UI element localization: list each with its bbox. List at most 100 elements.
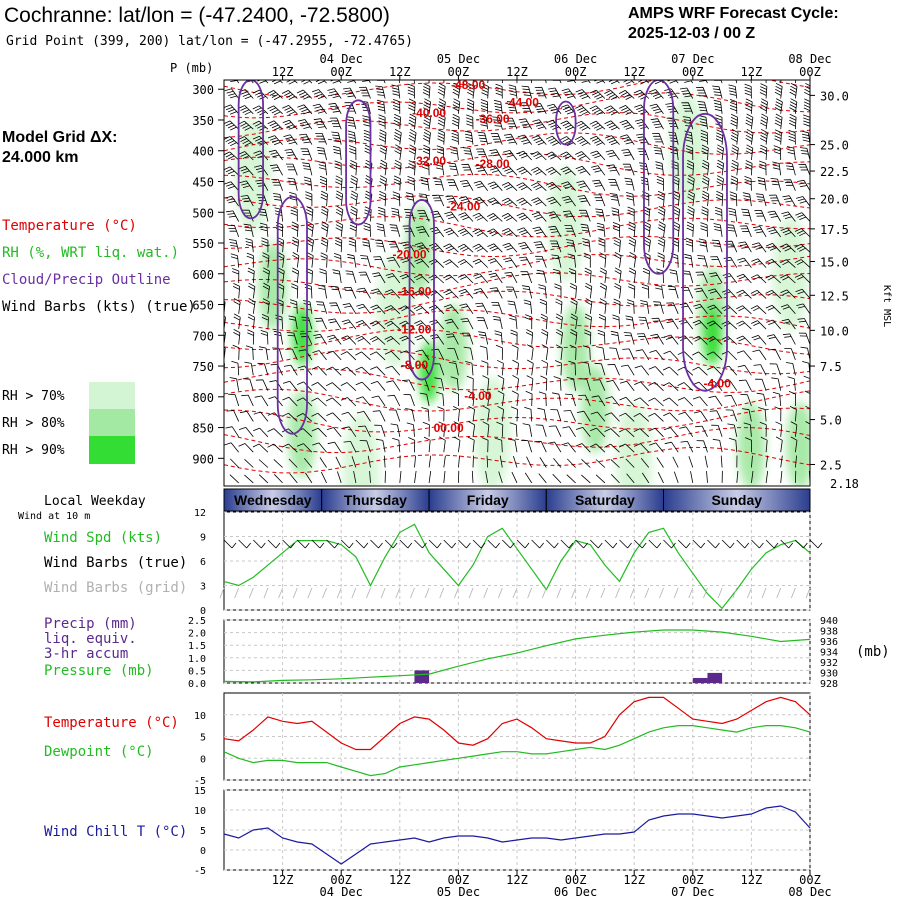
wind-barb bbox=[685, 145, 694, 161]
wind-barb bbox=[320, 205, 329, 222]
wind-barb bbox=[599, 267, 607, 284]
wind-barb bbox=[377, 206, 386, 222]
wind-barb bbox=[487, 197, 503, 207]
wind-barb bbox=[737, 257, 752, 268]
wind-barb bbox=[378, 190, 387, 207]
wind-barb bbox=[741, 208, 752, 222]
wind-barb bbox=[335, 221, 343, 237]
wind-barb bbox=[384, 350, 401, 361]
wind-barb bbox=[509, 422, 518, 437]
wind-barb bbox=[672, 456, 679, 468]
grid-wind-barb bbox=[366, 587, 371, 599]
wind-barb bbox=[414, 242, 430, 253]
cloud-outline bbox=[237, 80, 264, 220]
wind-barb bbox=[716, 175, 724, 191]
wind-barb bbox=[745, 144, 754, 161]
wind-barb bbox=[320, 252, 328, 268]
wind-barb bbox=[767, 334, 782, 345]
wind-barb bbox=[461, 163, 474, 176]
wind-barb bbox=[243, 223, 254, 237]
wind-barb bbox=[751, 258, 767, 268]
wind-barb bbox=[416, 226, 430, 238]
wind-barb bbox=[633, 89, 650, 100]
wind-barb bbox=[516, 166, 532, 176]
wind-barb bbox=[452, 113, 460, 130]
wind-barb bbox=[701, 159, 710, 176]
wind-barb bbox=[692, 366, 708, 376]
wind-barb bbox=[626, 473, 635, 484]
wind-barb bbox=[364, 206, 372, 222]
altitude-tick-label: 5.0 bbox=[820, 414, 842, 428]
grid-wind-barb bbox=[556, 587, 562, 599]
temperature-contour-label: 00.00 bbox=[434, 421, 464, 435]
wind-barb bbox=[549, 240, 562, 253]
wind-barb bbox=[241, 394, 254, 407]
cloud-outline bbox=[345, 99, 372, 226]
wind-barb bbox=[781, 318, 796, 330]
wind-barb bbox=[461, 332, 474, 345]
wind-barb bbox=[343, 87, 357, 99]
wind-speed-panel-tick-label: 9 bbox=[200, 533, 206, 544]
temperature-contour bbox=[224, 272, 810, 296]
cloud-outline bbox=[276, 195, 308, 435]
wind-barb bbox=[672, 205, 681, 222]
cycle-value: 2025-12-03 / 00 Z bbox=[628, 25, 755, 42]
wind-barb bbox=[407, 83, 415, 99]
wind-barb bbox=[728, 84, 738, 99]
wind-barb bbox=[460, 180, 474, 191]
wind-barb bbox=[400, 257, 415, 268]
wind-barb bbox=[541, 328, 549, 345]
wind-barb bbox=[414, 455, 416, 468]
wind-barb bbox=[619, 119, 635, 130]
wind-barb bbox=[575, 427, 591, 438]
wind-barb bbox=[490, 133, 503, 145]
wind-barb bbox=[788, 391, 796, 407]
wind-barb bbox=[274, 207, 283, 222]
wind-barb bbox=[288, 315, 298, 330]
wind-barb bbox=[604, 120, 620, 131]
wind-barb bbox=[648, 382, 664, 391]
temperature-contour-label: -8.00 bbox=[401, 358, 429, 372]
wind-barb bbox=[658, 221, 666, 237]
wind-barb bbox=[262, 252, 270, 268]
wind-barb bbox=[724, 394, 738, 407]
wind-barb bbox=[657, 190, 665, 207]
wind-barb bbox=[417, 210, 430, 222]
wind-barb bbox=[737, 364, 752, 376]
wind-barb bbox=[423, 98, 431, 114]
wind-barb bbox=[607, 363, 620, 376]
wind-barb bbox=[277, 252, 285, 268]
wind-barb bbox=[780, 304, 796, 315]
wind-barb bbox=[229, 239, 240, 253]
wind-barb bbox=[227, 225, 240, 238]
wind-barb bbox=[519, 256, 533, 268]
wind-barb bbox=[373, 256, 386, 268]
wind-barb bbox=[487, 213, 503, 222]
wind-barb bbox=[435, 161, 445, 176]
wind-barb bbox=[224, 120, 239, 131]
wind-barb bbox=[650, 118, 664, 130]
wind-barb bbox=[481, 437, 489, 453]
top-hour-label: 12Z bbox=[741, 65, 763, 79]
local-weekday-label: Local Weekday bbox=[44, 494, 146, 509]
wind-barb bbox=[780, 470, 783, 483]
bottom-hour-label: 00Z bbox=[799, 873, 821, 887]
wind-barb bbox=[305, 191, 313, 207]
wind-barb bbox=[451, 129, 459, 145]
wind-barb bbox=[292, 252, 300, 268]
wind-barb bbox=[766, 226, 782, 238]
wind-barb bbox=[604, 90, 620, 100]
wind-barb bbox=[303, 458, 313, 468]
wind-barb bbox=[570, 313, 578, 330]
wind-barb bbox=[759, 83, 768, 99]
wind-barb bbox=[539, 457, 547, 468]
grid-wind-barb bbox=[761, 587, 767, 599]
wind-barb bbox=[320, 236, 329, 253]
wind-barb bbox=[695, 271, 708, 284]
temperature-panel-tick-label: 10 bbox=[194, 711, 206, 722]
wind-barb bbox=[303, 176, 313, 191]
wind-barb bbox=[510, 406, 518, 422]
wind-barb bbox=[272, 193, 283, 207]
wind-barb bbox=[773, 145, 782, 161]
wind-barb bbox=[541, 344, 549, 360]
